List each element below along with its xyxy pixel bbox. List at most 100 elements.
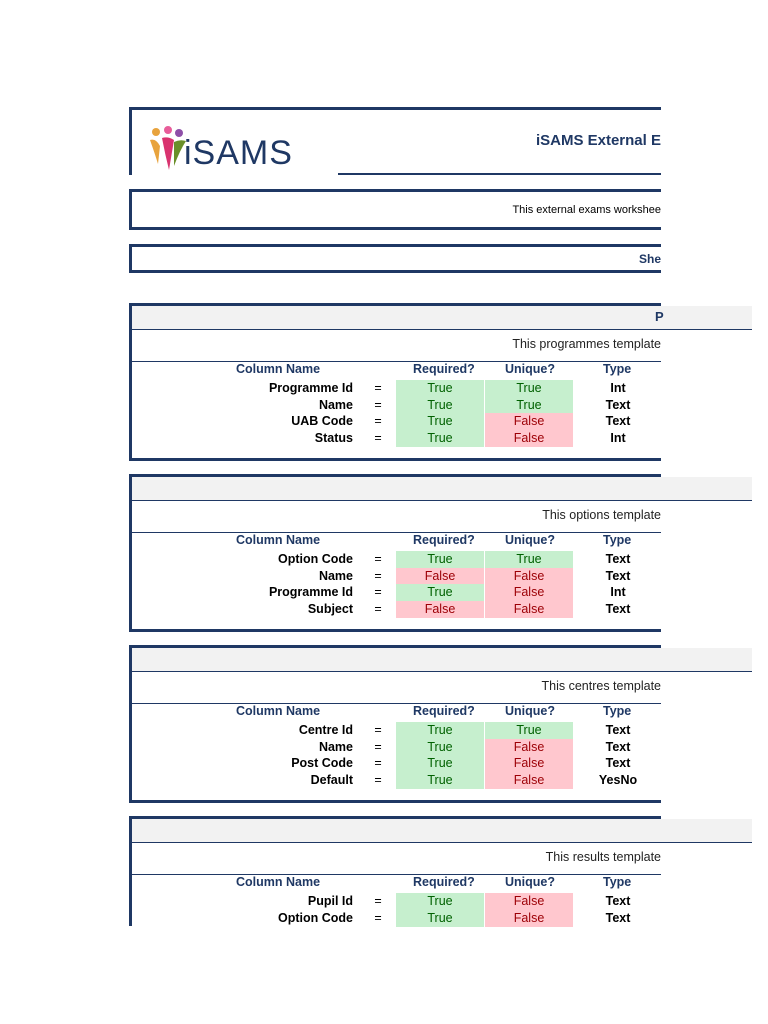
table-row: Programme Id = True True Int: [132, 380, 661, 397]
required-cell: True: [396, 771, 484, 789]
sheet-label: She: [638, 252, 661, 266]
type-cell: YesNo: [598, 772, 638, 787]
unique-header: Unique?: [505, 533, 555, 547]
section-divider: [132, 532, 661, 533]
section-divider: [132, 361, 661, 362]
section-description: This programmes template: [512, 337, 661, 351]
equals-cell: =: [374, 723, 382, 737]
equals-cell: =: [374, 894, 382, 908]
column-name-cell: Status: [314, 430, 353, 445]
equals-cell: =: [374, 910, 382, 925]
required-cell: True: [396, 909, 484, 927]
logo-text: iSAMS: [184, 134, 293, 172]
required-cell: False: [396, 600, 484, 618]
required-cell: True: [396, 380, 484, 397]
equals-cell: =: [374, 397, 382, 412]
type-cell: Text: [605, 601, 631, 616]
column-name-cell: Default: [310, 772, 353, 787]
required-cell: True: [396, 413, 484, 430]
table-row: Subject = False False Text: [132, 600, 661, 618]
table-row: Status = True False Int: [132, 429, 661, 447]
unique-cell: False: [485, 893, 573, 910]
type-header: Type: [603, 362, 632, 376]
section-band-label: P: [655, 309, 664, 324]
column-name-cell: Option Code: [278, 552, 353, 566]
column-name-header: Column Name: [236, 704, 321, 718]
type-cell: Text: [605, 397, 631, 412]
options-section: This options template Column Name Required…: [129, 474, 752, 632]
column-name-cell: Option Code: [278, 910, 353, 925]
type-header: Type: [603, 875, 632, 889]
equals-cell: =: [374, 381, 382, 395]
equals-cell: =: [374, 601, 382, 616]
equals-cell: =: [374, 430, 382, 445]
section-description: This centres template: [541, 679, 662, 693]
equals-cell: =: [374, 585, 382, 599]
column-name-cell: Programme Id: [268, 381, 353, 395]
section-description: This options template: [542, 508, 661, 522]
type-cell: Int: [610, 585, 626, 599]
type-cell: Text: [605, 568, 631, 583]
equals-cell: =: [374, 568, 382, 583]
column-name-header: Column Name: [236, 362, 321, 376]
sheet-box: She: [129, 244, 661, 273]
type-cell: Text: [605, 910, 631, 925]
type-header: Type: [603, 704, 632, 718]
unique-header: Unique?: [505, 875, 555, 889]
unique-cell: False: [485, 567, 573, 585]
unique-cell: False: [485, 755, 573, 772]
required-header: Required?: [413, 704, 475, 718]
type-cell: Text: [605, 739, 631, 754]
unique-cell: False: [485, 600, 573, 618]
column-name-cell: Name: [318, 397, 353, 412]
table-row: Option Code = True True Text: [132, 551, 661, 568]
equals-cell: =: [374, 756, 382, 770]
required-cell: True: [396, 893, 484, 910]
intro-box: This external exams workshee: [129, 189, 661, 230]
required-cell: True: [396, 551, 484, 568]
isams-logo: iSAMS: [148, 124, 333, 176]
section-divider: [132, 874, 661, 875]
type-header: Type: [603, 533, 632, 547]
required-header: Required?: [413, 875, 475, 889]
required-cell: True: [396, 584, 484, 601]
section-band: P: [132, 306, 752, 330]
header-underline: [338, 173, 661, 175]
equals-cell: =: [374, 739, 382, 754]
unique-cell: False: [485, 771, 573, 789]
type-cell: Text: [605, 894, 631, 908]
table-row: Name = True True Text: [132, 396, 661, 414]
type-cell: Text: [605, 723, 631, 737]
column-name-cell: Post Code: [291, 756, 353, 770]
column-name-cell: Name: [318, 568, 353, 583]
unique-cell: True: [485, 722, 573, 739]
section-description: This results template: [545, 850, 661, 864]
table-row: Default = True False YesNo: [132, 771, 661, 789]
table-row: Name = True False Text: [132, 738, 661, 756]
header-box: iSAMS iSAMS External E: [129, 107, 661, 175]
equals-cell: =: [374, 552, 382, 566]
unique-header: Unique?: [505, 704, 555, 718]
required-cell: True: [396, 396, 484, 414]
column-name-cell: Name: [318, 739, 353, 754]
column-name-cell: Programme Id: [268, 585, 353, 599]
section-band: [132, 477, 752, 501]
type-cell: Int: [610, 381, 626, 395]
table-row: Centre Id = True True Text: [132, 722, 661, 739]
table-row: UAB Code = True False Text: [132, 413, 661, 430]
type-cell: Text: [605, 552, 631, 566]
programmes-section: P This programmes template Column Name Requ…: [129, 303, 752, 461]
required-cell: True: [396, 755, 484, 772]
type-cell: Text: [605, 756, 631, 770]
centres-section: This centres template Column Name Required…: [129, 645, 752, 803]
document-title: iSAMS External E: [535, 132, 661, 149]
unique-cell: True: [485, 551, 573, 568]
column-name-header: Column Name: [236, 875, 321, 889]
column-name-cell: UAB Code: [291, 414, 353, 428]
intro-text: This external exams workshee: [512, 204, 661, 216]
unique-cell: False: [485, 584, 573, 601]
section-band: [132, 819, 752, 843]
table-row: Pupil Id = True False Text: [132, 893, 661, 910]
column-name-header: Column Name: [236, 533, 321, 547]
type-cell: Int: [610, 430, 626, 445]
